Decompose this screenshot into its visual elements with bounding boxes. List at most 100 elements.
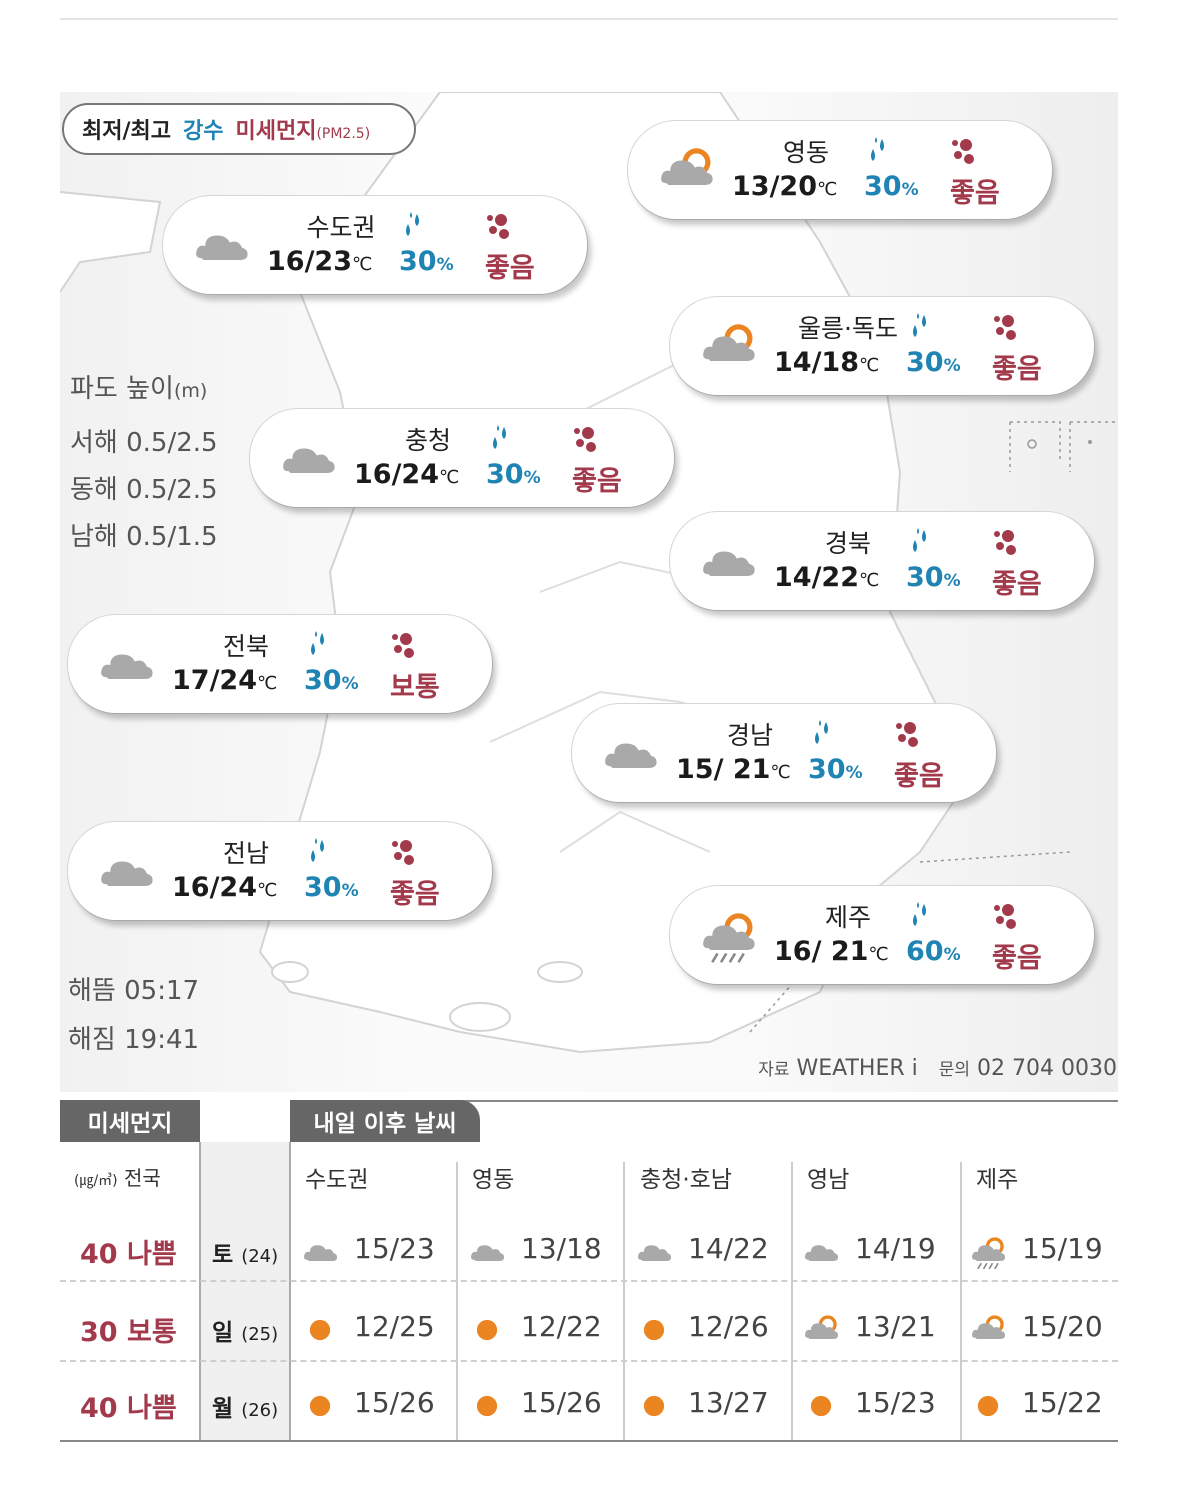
dust-icon	[992, 900, 1022, 932]
legend-dust: 미세먼지(PM2.5)	[235, 113, 370, 145]
rain-value: 60	[906, 936, 944, 967]
rain-value: 30	[486, 459, 524, 490]
dust-icon	[390, 629, 420, 661]
dust-icon	[950, 135, 980, 167]
forecast-temp: 15/20	[1022, 1310, 1103, 1343]
forecast-col-header: 영동	[472, 1167, 515, 1193]
temp-value: 16/24	[354, 459, 440, 490]
forecast-temp: 15/23	[855, 1386, 936, 1419]
legend-temp: 최저/최고	[82, 119, 171, 144]
tab-forecast: 내일 이후 날씨	[290, 1100, 480, 1142]
column-divider	[456, 1162, 458, 1442]
sun-cloud-icon	[654, 143, 718, 199]
region-name: 제주	[824, 903, 871, 932]
sunrise: 해뜸 05:17	[68, 970, 199, 1007]
wave-value: 0.5/1.5	[126, 522, 218, 552]
column-divider	[199, 1142, 201, 1442]
region-card: 제주 16/ 21℃ 60% 좋음	[670, 886, 1094, 984]
column-divider	[623, 1162, 625, 1442]
forecast-temp: 15/26	[354, 1386, 435, 1419]
region-name: 영동	[782, 138, 829, 167]
temp-value: 14/22	[774, 562, 860, 593]
raindrop-icon	[399, 212, 427, 242]
temp-unit: ℃	[770, 762, 791, 783]
source-label: 자료	[758, 1060, 790, 1080]
sun-icon	[634, 1388, 674, 1420]
region-temp: 14/18℃	[774, 347, 879, 378]
wave-sea: 서해	[70, 428, 118, 458]
forecast-temp: 12/22	[521, 1310, 602, 1343]
rain-unit: %	[943, 571, 961, 591]
sunset-time: 19:41	[124, 1025, 200, 1055]
rain-value: 30	[906, 562, 944, 593]
region-rain: 30%	[906, 562, 961, 593]
region-name: 울릉·독도	[798, 314, 898, 343]
raindrop-icon	[906, 528, 934, 558]
day-name: 일	[212, 1320, 234, 1346]
raindrop-icon	[304, 838, 332, 868]
temp-value: 16/24	[172, 872, 258, 903]
forecast-temp: 13/21	[855, 1310, 936, 1343]
cloud-icon	[94, 844, 158, 900]
wave-south: 남해 0.5/1.5	[70, 516, 218, 553]
forecast-top-line	[290, 1100, 1118, 1102]
sunrise-time: 05:17	[124, 976, 200, 1006]
forecast-temp: 15/22	[1022, 1386, 1103, 1419]
day-name: 토	[212, 1242, 234, 1268]
dust-unit-label: (㎍/㎥) 전국	[74, 1162, 161, 1191]
temp-unit: ℃	[439, 467, 460, 488]
tab-gap	[200, 1100, 290, 1142]
raindrop-icon	[864, 137, 892, 167]
region-card: 경남 15/ 21℃ 30% 좋음	[572, 704, 996, 802]
dust-icon	[485, 210, 515, 242]
forecast-col-header: 제주	[976, 1167, 1019, 1193]
wave-sea: 동해	[70, 475, 118, 505]
dust-icon	[572, 423, 602, 455]
region-name: 전남	[222, 839, 269, 868]
rain-unit: %	[436, 255, 454, 275]
region-temp: 16/24℃	[172, 872, 277, 903]
wave-sea: 남해	[70, 522, 118, 552]
region-dust: 좋음	[390, 879, 440, 910]
source-credit: 자료 WEATHER i 문의 02 704 0030	[758, 1055, 1117, 1081]
temp-unit: ℃	[257, 880, 278, 901]
region-temp: 13/20℃	[732, 171, 837, 202]
region-temp: 16/23℃	[267, 246, 372, 277]
wave-title-unit: (m)	[173, 380, 208, 402]
dust-icon	[390, 836, 420, 868]
sun-icon	[968, 1388, 1008, 1420]
rain-unit: %	[845, 763, 863, 783]
temp-value: 16/ 21	[774, 936, 869, 967]
region-rain: 30%	[399, 246, 454, 277]
region-rain: 30%	[304, 872, 359, 903]
cloud-icon	[189, 218, 253, 274]
rain-value: 30	[864, 171, 902, 202]
top-divider	[60, 18, 1118, 20]
region-name: 수도권	[306, 213, 376, 242]
forecast-col-header: 수도권	[305, 1167, 369, 1193]
region-card: 경북 14/22℃ 30% 좋음	[670, 512, 1094, 610]
region-card: 전북 17/24℃ 30% 보통	[68, 615, 492, 713]
region-name: 전북	[222, 632, 269, 661]
region-temp: 15/ 21℃	[676, 754, 791, 785]
region-card: 울릉·독도 14/18℃ 30% 좋음	[670, 297, 1094, 395]
region-temp: 16/ 21℃	[774, 936, 889, 967]
temp-value: 15/ 21	[676, 754, 771, 785]
region-rain: 30%	[906, 347, 961, 378]
region-card: 전남 16/24℃ 30% 좋음	[68, 822, 492, 920]
region-dust: 좋음	[485, 253, 535, 284]
region-dust: 좋음	[950, 178, 1000, 209]
raindrop-icon	[906, 902, 934, 932]
temp-unit: ℃	[352, 254, 373, 275]
cloud-icon	[300, 1234, 340, 1266]
forecast-temp: 12/26	[688, 1310, 769, 1343]
day-date: (26)	[241, 1400, 279, 1421]
legend-rain: 강수	[183, 119, 224, 144]
sun-cloud-rain-icon	[696, 908, 760, 964]
region-dust: 좋음	[992, 569, 1042, 600]
raindrop-icon	[304, 631, 332, 661]
tab-dust: 미세먼지	[60, 1100, 200, 1142]
region-rain: 30%	[864, 171, 919, 202]
sun-icon	[300, 1312, 340, 1344]
region-name: 경북	[824, 529, 871, 558]
